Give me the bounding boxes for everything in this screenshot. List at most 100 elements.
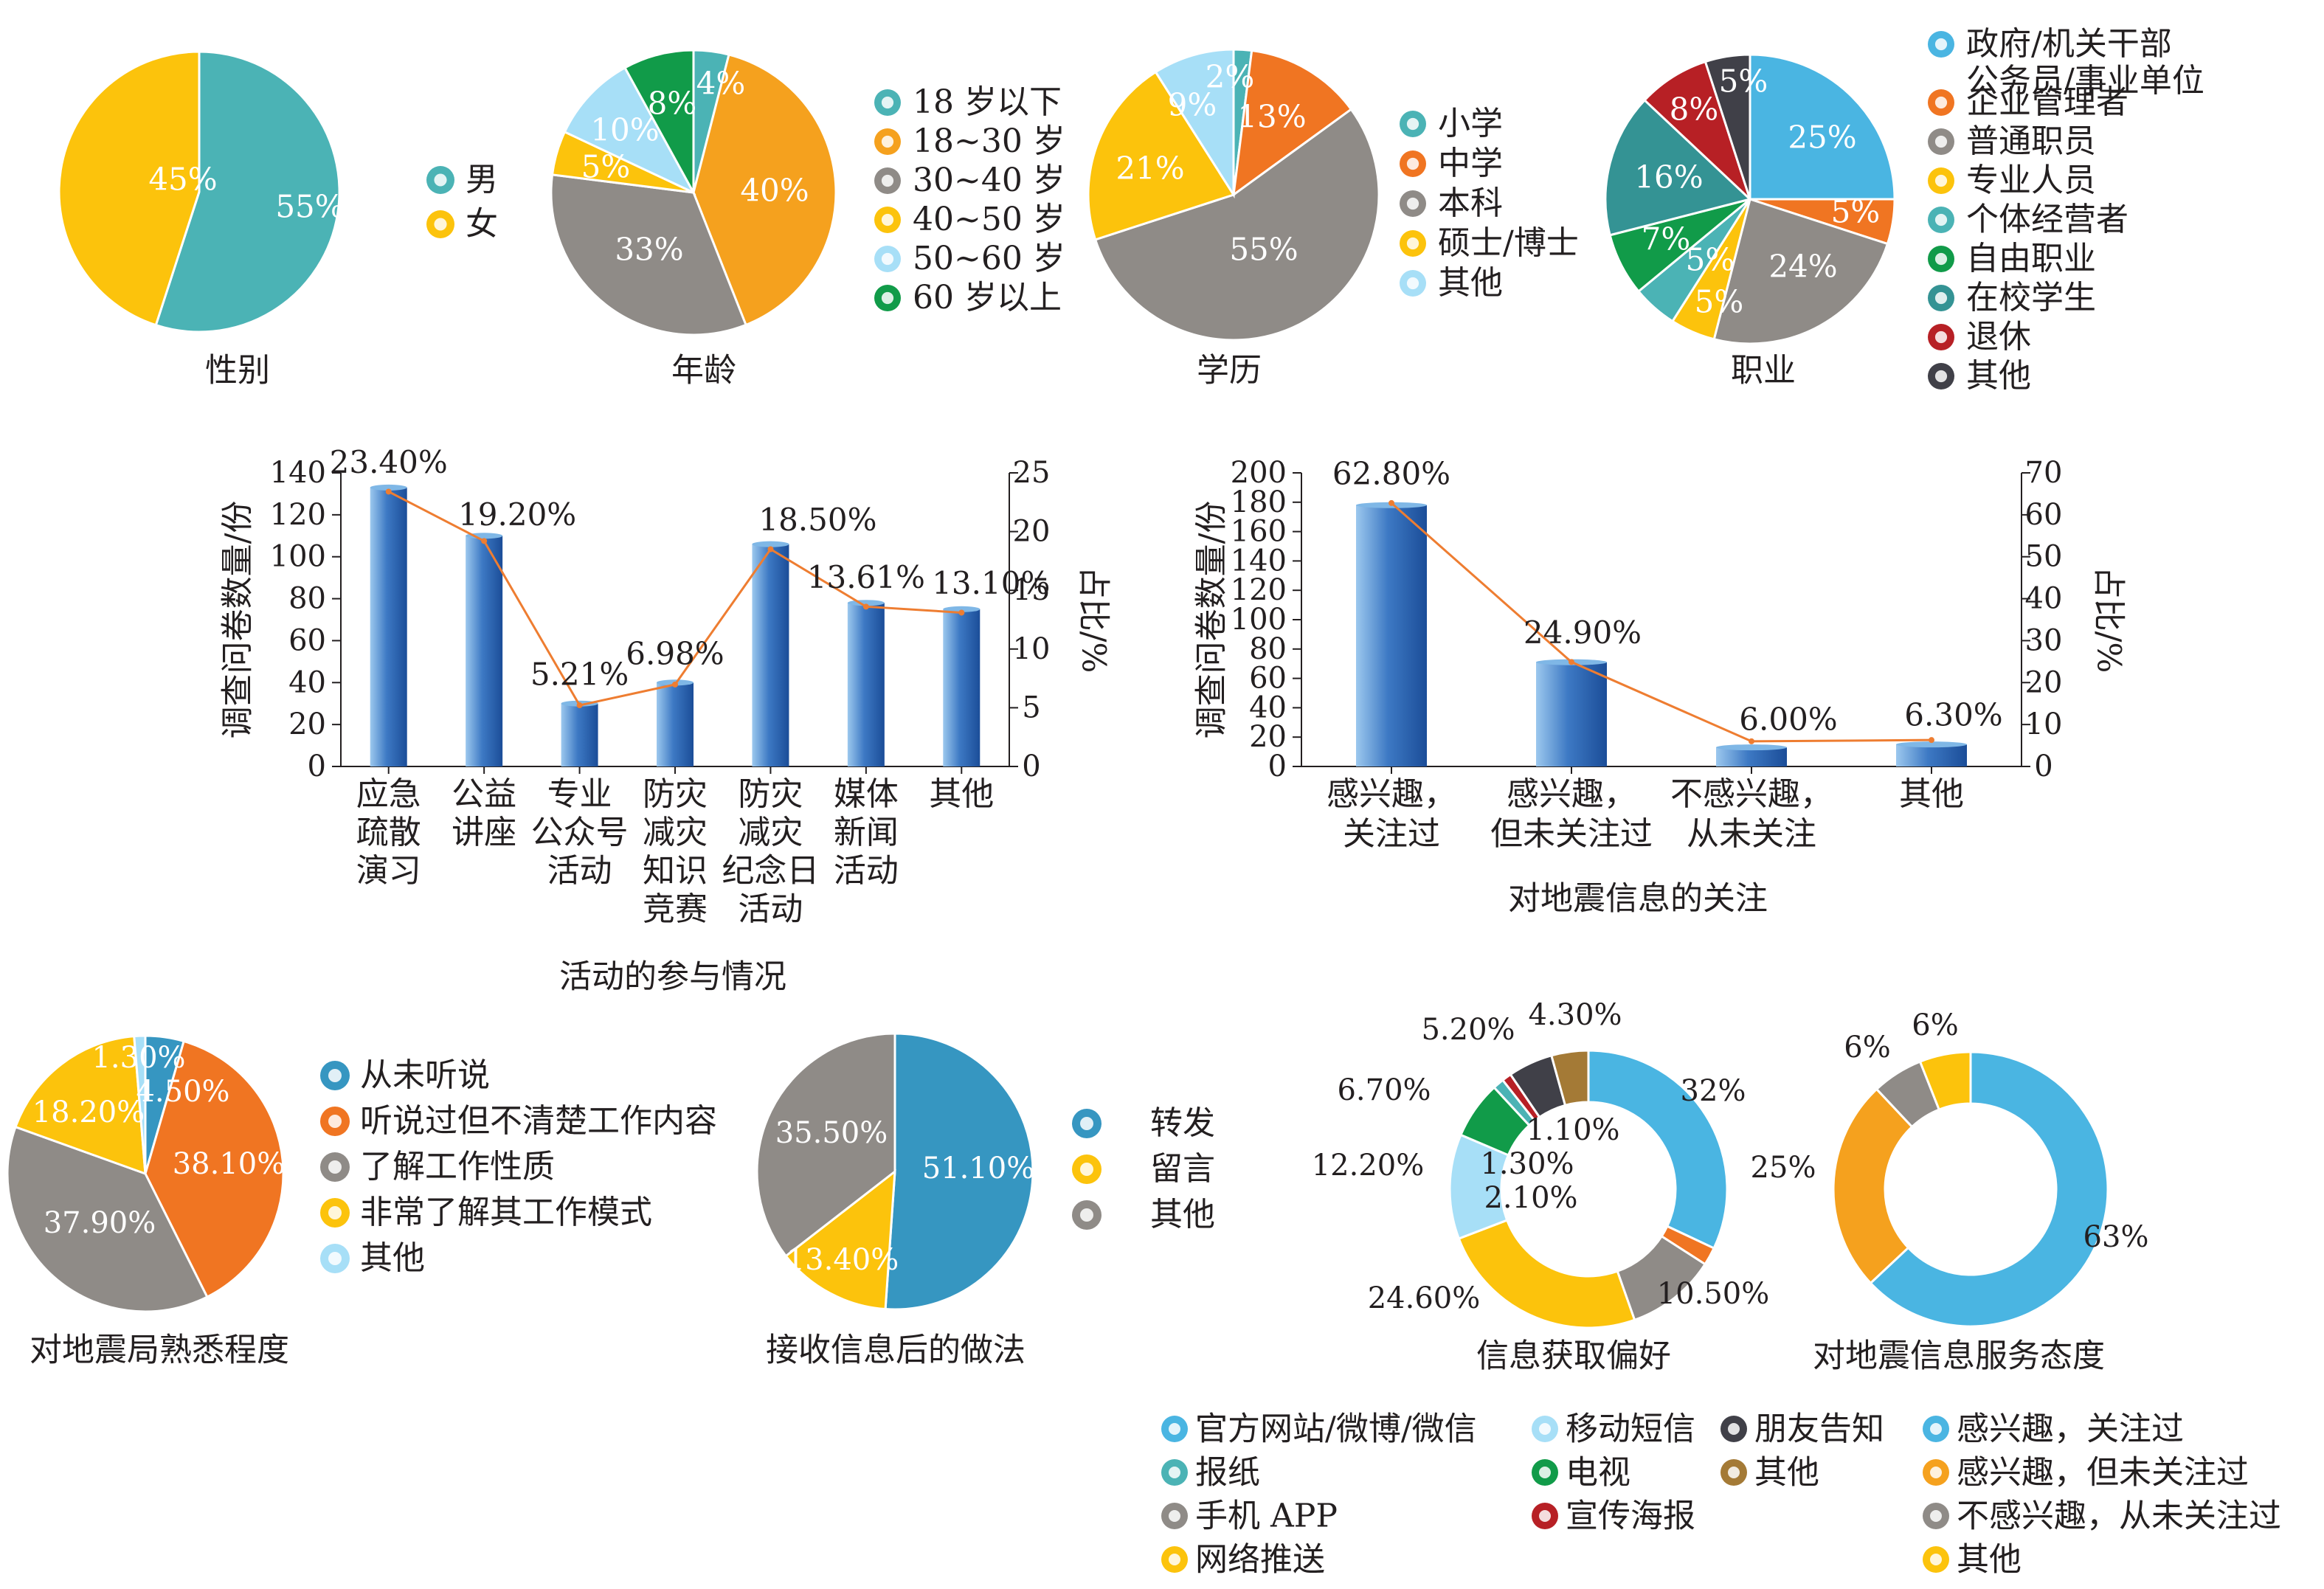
education-data-label: 21% <box>1116 150 1184 187</box>
phone-icon-glyph <box>1169 1510 1180 1522</box>
check-icon-glyph <box>1930 1423 1942 1435</box>
occupation-slice <box>1642 60 1751 201</box>
activities-y2-tick-label: 5 <box>1022 690 1040 724</box>
attention-percent-point <box>1569 659 1574 665</box>
info-preference-slice <box>1457 1219 1636 1329</box>
label-line: 减灾 <box>643 814 708 851</box>
label-line: 其他 <box>360 1239 425 1277</box>
label-line: 普通职员 <box>1966 122 2096 160</box>
label-line: 个体经营者 <box>1966 201 2128 238</box>
attention-percent-label: 24.90% <box>1524 615 1642 651</box>
young-avatar-icon-glyph <box>881 135 894 148</box>
age-legend-label: 50~60 岁 <box>913 240 1065 277</box>
label-line: 防灾 <box>643 775 708 813</box>
info-preference-legend-label: 宣传海报 <box>1566 1498 1695 1535</box>
info-preference-legend-label: 官方网站/微博/微信 <box>1195 1410 1477 1448</box>
education-data-label: 2% <box>1206 59 1255 95</box>
label-line: 从未听说 <box>360 1056 490 1094</box>
familiarity-legend-label: 了解工作性质 <box>360 1148 555 1185</box>
familiarity-legend-label: 非常了解其工作模式 <box>360 1194 652 1231</box>
heard-icon-glyph <box>328 1115 342 1128</box>
label-line: 40~50 岁 <box>913 201 1065 238</box>
familiarity-legend-label: 从未听说 <box>360 1056 490 1094</box>
education-data-label: 13% <box>1237 99 1306 135</box>
info-preference-data-label: 5.20% <box>1421 1013 1515 1047</box>
occupation-data-label: 25% <box>1788 120 1856 156</box>
sms-icon-glyph <box>1539 1423 1551 1435</box>
activities-bar <box>752 544 789 766</box>
smile-icon-glyph <box>328 1160 342 1174</box>
attention-percent-line <box>1391 502 1932 743</box>
other-cross-icon <box>1923 1546 1949 1573</box>
label-line: 专业人员 <box>1966 162 2096 199</box>
occupation-data-label: 5% <box>1831 194 1881 230</box>
after-receive-slice <box>784 1169 896 1311</box>
activities-bar <box>466 536 503 766</box>
service-attitude-data-label: 25% <box>1751 1151 1816 1185</box>
check-icon-glyph <box>1930 1467 1942 1478</box>
gender-legend-label: 女 <box>466 205 498 243</box>
after-receive-slice <box>884 1032 1034 1311</box>
familiarity-slice <box>144 1039 285 1299</box>
occupation-data-label: 5% <box>1695 284 1744 320</box>
age-data-label: 5% <box>581 149 631 185</box>
label-line: 但未关注过 <box>1490 815 1653 853</box>
age-slice <box>563 66 696 195</box>
attention-bar-cap <box>1896 741 1967 748</box>
newspaper-icon-glyph <box>1169 1467 1180 1478</box>
info-preference-legend-label: 电视 <box>1566 1454 1630 1492</box>
occupation-legend-label: 个体经营者 <box>1966 201 2128 238</box>
info-preference-legend-label: 移动短信 <box>1566 1410 1695 1448</box>
occupation-legend-label: 退休 <box>1966 318 2031 356</box>
label-line: 活动 <box>547 852 612 890</box>
middle-age-avatar-icon-glyph <box>881 213 894 226</box>
professional-icon-glyph <box>1934 174 1948 187</box>
other-cross-icon <box>1720 1459 1747 1486</box>
female-avatar-icon-glyph <box>434 218 447 231</box>
manager-icon-glyph <box>1934 96 1948 109</box>
attention-y-tick-label: 140 <box>1231 544 1287 578</box>
label-line: 演习 <box>356 852 421 890</box>
heard-icon <box>320 1107 350 1136</box>
label-line: 其他 <box>1899 775 1964 813</box>
bachelor-icon <box>1400 190 1426 217</box>
info-preference-title: 信息获取偏好 <box>1476 1337 1671 1375</box>
label-line: 感兴趣， <box>1327 775 1456 813</box>
poster-icon <box>1532 1503 1558 1529</box>
activities-title: 活动的参与情况 <box>559 958 786 996</box>
info-preference-legend-label: 报纸 <box>1195 1454 1260 1492</box>
weibo-icon <box>1161 1416 1188 1442</box>
student-icon-glyph <box>1934 291 1948 305</box>
label-line: 留言 <box>1150 1150 1215 1188</box>
familiarity-slice <box>14 1035 147 1176</box>
after-receive-legend-label: 其他 <box>1150 1196 1215 1233</box>
label-line: 关注过 <box>1343 815 1440 853</box>
activities-y-tick-label: 140 <box>270 456 326 490</box>
age-legend-label: 60 岁以上 <box>913 279 1062 316</box>
service-attitude-slice <box>1918 1050 1972 1112</box>
label-line: 防灾 <box>738 775 803 813</box>
check-icon <box>1923 1459 1949 1486</box>
label-line: 小学 <box>1438 105 1503 142</box>
middle-school-icon <box>1400 150 1426 177</box>
info-preference-legend-label: 其他 <box>1754 1454 1819 1492</box>
chart-shapes-layer <box>6 31 2109 1573</box>
activities-category-label: 防灾减灾知识竞赛 <box>643 775 708 928</box>
education-legend-label: 硕士/博士 <box>1438 224 1579 262</box>
service-attitude-data-label: 6% <box>1844 1031 1890 1064</box>
occupation-slice <box>1604 98 1753 237</box>
label-line: 18~30 岁 <box>913 122 1065 160</box>
attention-y2-tick-label: 60 <box>2025 498 2063 532</box>
info-preference-data-label: 2.10% <box>1484 1181 1577 1215</box>
attention-percent-point <box>1388 499 1394 506</box>
activities-category-label: 公益讲座 <box>452 775 516 851</box>
activities-percent-point <box>481 538 488 544</box>
after-receive-legend-label: 转发 <box>1150 1104 1215 1142</box>
age-data-label: 40% <box>740 173 809 209</box>
age-legend-label: 18 岁以下 <box>913 83 1062 121</box>
activities-y-tick-label: 20 <box>288 707 326 741</box>
attention-percent-label: 6.30% <box>1904 697 2002 733</box>
familiarity-data-label: 1.30% <box>91 1041 185 1075</box>
activities-bar <box>561 703 598 766</box>
familiarity-data-label: 38.10% <box>173 1147 286 1181</box>
